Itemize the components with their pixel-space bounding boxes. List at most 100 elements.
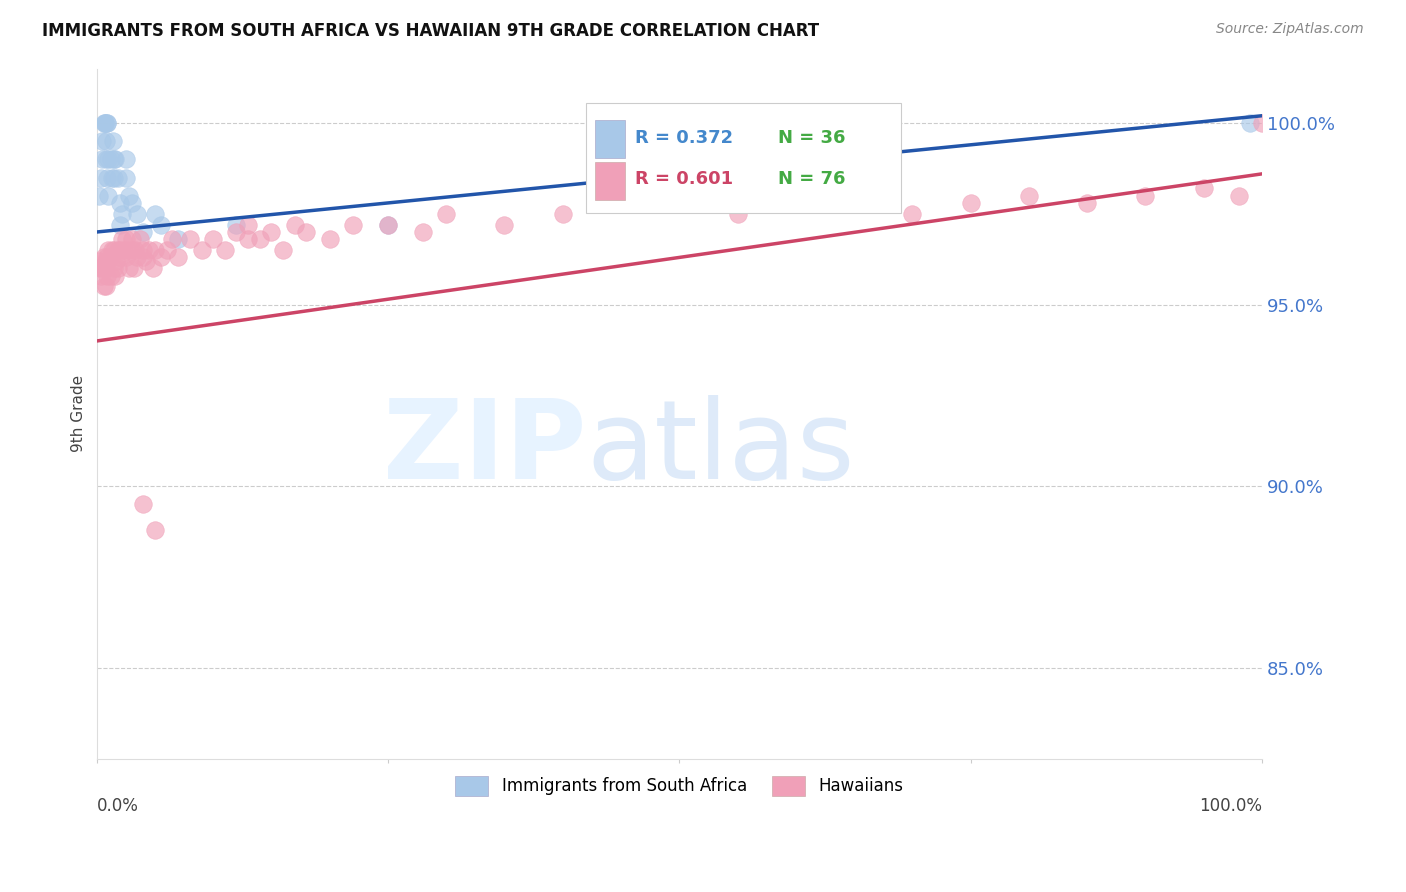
Point — [105, 254, 128, 268]
Point — [143, 523, 166, 537]
Point — [97, 243, 120, 257]
Point — [93, 251, 115, 265]
Point — [94, 116, 117, 130]
Y-axis label: 9th Grade: 9th Grade — [72, 376, 86, 452]
Point — [87, 188, 110, 202]
Point — [90, 268, 112, 283]
Text: ZIP: ZIP — [382, 394, 586, 501]
Point — [138, 243, 160, 257]
Point — [149, 218, 172, 232]
Point — [167, 251, 190, 265]
Point — [1135, 188, 1157, 202]
Point — [214, 243, 236, 257]
Point — [342, 218, 364, 232]
Point — [111, 232, 134, 246]
Point — [318, 232, 340, 246]
Point — [551, 207, 574, 221]
Text: N = 76: N = 76 — [779, 170, 846, 188]
Point — [111, 207, 134, 221]
Text: R = 0.372: R = 0.372 — [636, 128, 733, 146]
Point — [295, 225, 318, 239]
Point — [108, 251, 131, 265]
Point — [959, 196, 981, 211]
Point — [785, 196, 807, 211]
Bar — [595, 120, 624, 158]
Point — [377, 218, 399, 232]
Point — [118, 261, 141, 276]
Point — [132, 251, 155, 265]
Point — [107, 261, 129, 276]
Point — [225, 218, 247, 232]
Point — [167, 232, 190, 246]
Point — [94, 279, 117, 293]
Point — [91, 261, 114, 276]
Point — [149, 251, 172, 265]
Point — [202, 232, 225, 246]
Point — [103, 261, 125, 276]
Point — [94, 153, 117, 167]
Point — [100, 153, 122, 167]
Point — [901, 207, 924, 221]
Point — [162, 232, 184, 246]
Point — [1018, 188, 1040, 202]
Point — [96, 116, 118, 130]
Point — [94, 116, 117, 130]
Point — [114, 170, 136, 185]
Point — [236, 232, 259, 246]
Point — [103, 153, 125, 167]
Point — [132, 243, 155, 257]
Point — [1227, 188, 1250, 202]
Point — [143, 243, 166, 257]
Point — [271, 243, 294, 257]
Point — [87, 254, 110, 268]
Point — [225, 225, 247, 239]
Point — [122, 261, 145, 276]
Point — [494, 218, 516, 232]
Point — [1076, 196, 1098, 211]
Point — [96, 251, 118, 265]
Point — [97, 254, 120, 268]
Point — [94, 254, 117, 268]
Point — [121, 243, 143, 257]
Point — [104, 268, 127, 283]
Point — [91, 153, 114, 167]
Legend: Immigrants from South Africa, Hawaiians: Immigrants from South Africa, Hawaiians — [449, 770, 910, 802]
Point — [101, 134, 124, 148]
Point — [94, 134, 117, 148]
Point — [91, 134, 114, 148]
Text: R = 0.601: R = 0.601 — [636, 170, 733, 188]
Point — [93, 279, 115, 293]
Point — [135, 254, 157, 268]
Point — [107, 243, 129, 257]
Point — [103, 243, 125, 257]
Point — [93, 116, 115, 130]
Point — [118, 188, 141, 202]
Point — [114, 153, 136, 167]
Point — [121, 232, 143, 246]
Point — [284, 218, 307, 232]
Point — [1251, 116, 1274, 130]
Point — [112, 243, 135, 257]
Text: N = 36: N = 36 — [779, 128, 846, 146]
Point — [104, 153, 127, 167]
Point — [142, 261, 165, 276]
Point — [132, 498, 155, 512]
Point — [128, 232, 150, 246]
Point — [90, 170, 112, 185]
Point — [101, 170, 124, 185]
Text: IMMIGRANTS FROM SOUTH AFRICA VS HAWAIIAN 9TH GRADE CORRELATION CHART: IMMIGRANTS FROM SOUTH AFRICA VS HAWAIIAN… — [42, 22, 820, 40]
Point — [377, 218, 399, 232]
Point — [97, 188, 120, 202]
Point — [127, 207, 149, 221]
Point — [103, 170, 125, 185]
Point — [155, 243, 177, 257]
Point — [412, 225, 434, 239]
Point — [727, 207, 749, 221]
Point — [132, 225, 155, 239]
Text: atlas: atlas — [586, 394, 855, 501]
Bar — [586, 103, 901, 213]
Point — [108, 218, 131, 232]
Point — [108, 196, 131, 211]
Bar — [595, 161, 624, 200]
Point — [96, 268, 118, 283]
